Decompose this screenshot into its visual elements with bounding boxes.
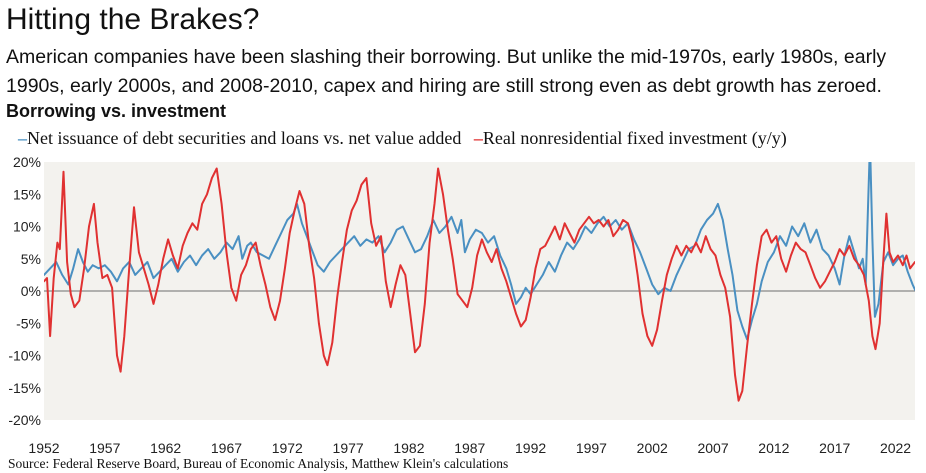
- x-tick-label: 2012: [758, 440, 789, 455]
- chart-title: Borrowing vs. investment: [6, 101, 227, 121]
- chart-legend: –Net issuance of debt securities and loa…: [18, 127, 795, 149]
- legend-item-debt: –Net issuance of debt securities and loa…: [18, 128, 461, 148]
- y-axis-ticks: 20% 15% 10% 5% 0% -5% -10% -15% -20%: [8, 155, 41, 428]
- y-tick-label: 5%: [21, 251, 41, 267]
- x-tick-label: 1997: [576, 440, 607, 455]
- x-tick-label: 1967: [211, 440, 242, 455]
- page-title: Hitting the Brakes?: [6, 3, 260, 36]
- legend-label-investment: Real nonresidential fixed investment (y/…: [482, 128, 787, 148]
- y-tick-label: -20%: [8, 412, 41, 428]
- series-line-debt-issuance: [44, 162, 915, 341]
- x-tick-label: 2007: [697, 440, 728, 455]
- series-line-investment: [44, 167, 915, 402]
- x-tick-label: 1972: [272, 440, 303, 455]
- y-tick-label: 20%: [13, 155, 41, 170]
- legend-label-debt: Net issuance of debt securities and loan…: [27, 128, 462, 148]
- line-chart: 20% 15% 10% 5% 0% -5% -10% -15% -20% 1952 1957 196…: [8, 155, 915, 455]
- legend-item-investment: –Real nonresidential fixed investment (y…: [474, 128, 787, 148]
- legend-swatch-debt: –: [18, 128, 27, 148]
- y-tick-label: -10%: [8, 348, 41, 364]
- x-tick-label: 2022: [880, 440, 911, 455]
- x-tick-label: 2002: [637, 440, 668, 455]
- x-tick-label: 1992: [515, 440, 546, 455]
- x-tick-label: 1952: [28, 440, 59, 455]
- y-tick-label: 10%: [13, 219, 41, 235]
- x-tick-label: 2017: [819, 440, 850, 455]
- source-note: Source: Federal Reserve Board, Bureau of…: [8, 456, 509, 471]
- page-subtitle: American companies have been slashing th…: [6, 46, 887, 97]
- x-tick-label: 1982: [393, 440, 424, 455]
- y-tick-label: -15%: [8, 380, 41, 396]
- y-tick-label: -5%: [16, 315, 41, 331]
- y-tick-label: 0%: [21, 283, 41, 299]
- y-tick-label: 15%: [13, 186, 41, 202]
- series-lines: [44, 162, 915, 402]
- x-tick-label: 1962: [150, 440, 181, 455]
- x-tick-label: 1987: [454, 440, 485, 455]
- legend-swatch-investment: –: [473, 128, 483, 148]
- x-tick-label: 1977: [333, 440, 364, 455]
- x-axis-ticks: 1952 1957 1962 1967 1972 1977 1982 1987 1992 1997…: [28, 440, 911, 455]
- x-tick-label: 1957: [89, 440, 120, 455]
